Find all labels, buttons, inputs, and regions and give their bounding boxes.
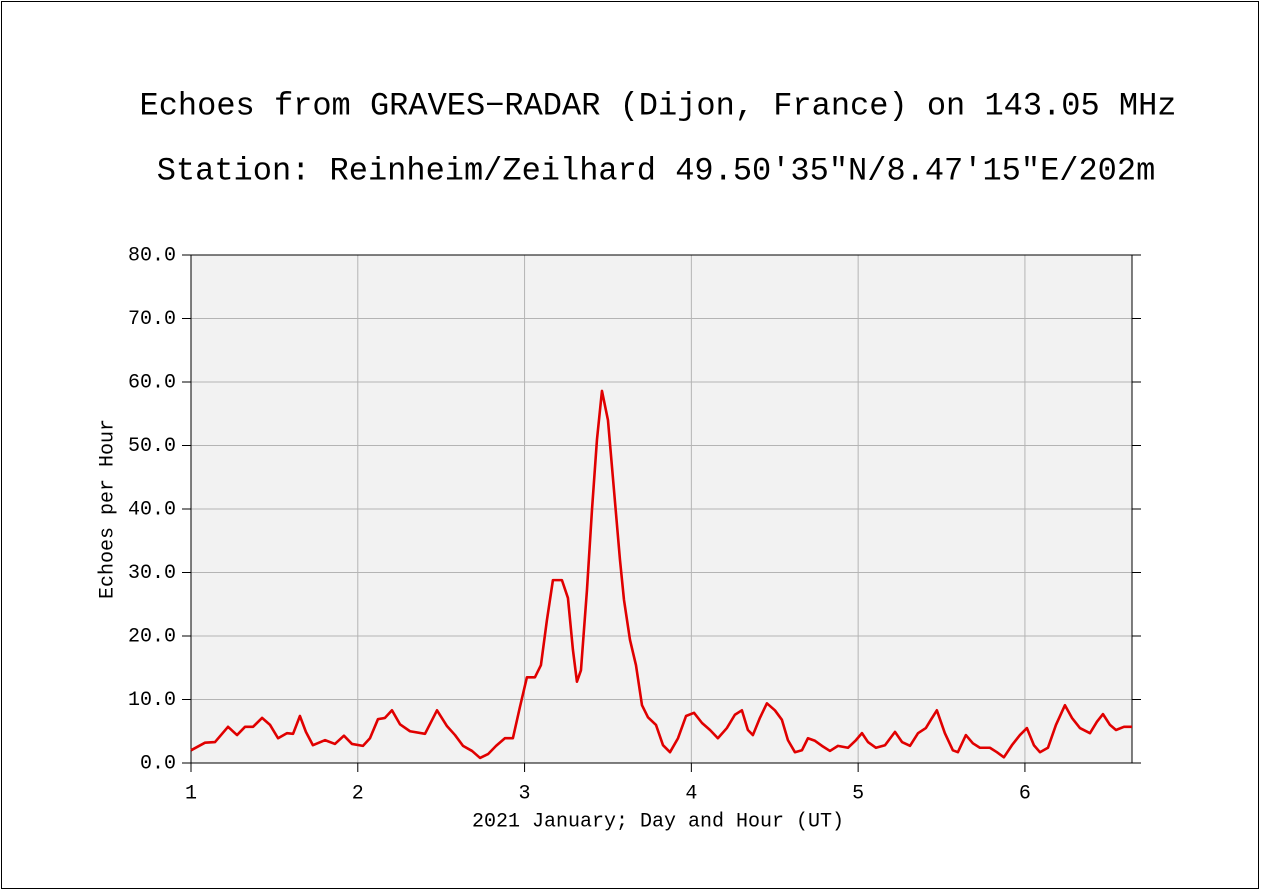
x-tick-label: 3 bbox=[519, 782, 531, 805]
data-line bbox=[190, 389, 1132, 760]
y-tick-label: 80.0 bbox=[128, 244, 176, 267]
chart-title: Echoes from GRAVES−RADAR (Dijon, France)… bbox=[140, 87, 1177, 124]
chart-subtitle: Station: Reinheim/Zeilhard 49.50′35″N/8.… bbox=[157, 152, 1156, 189]
x-tick-label: 5 bbox=[852, 782, 864, 805]
y-tick-label: 50.0 bbox=[128, 435, 176, 458]
plot-border bbox=[190, 254, 1133, 764]
y-tick-label: 20.0 bbox=[128, 625, 176, 648]
x-tick-label: 4 bbox=[685, 782, 697, 805]
y-axis-label: Echoes per Hour bbox=[96, 419, 119, 599]
y-tick-label: 60.0 bbox=[128, 371, 176, 394]
y-tick-label: 10.0 bbox=[128, 689, 176, 712]
y-tick-label: 30.0 bbox=[128, 562, 176, 585]
y-tick-label: 0.0 bbox=[140, 752, 176, 775]
x-tick-label: 6 bbox=[1019, 782, 1031, 805]
y-tick-label: 40.0 bbox=[128, 498, 176, 521]
y-tick-label: 70.0 bbox=[128, 308, 176, 331]
x-tick-label: 1 bbox=[185, 782, 197, 805]
x-axis-label: 2021 January; Day and Hour (UT) bbox=[472, 810, 844, 833]
x-tick-label: 2 bbox=[352, 782, 364, 805]
